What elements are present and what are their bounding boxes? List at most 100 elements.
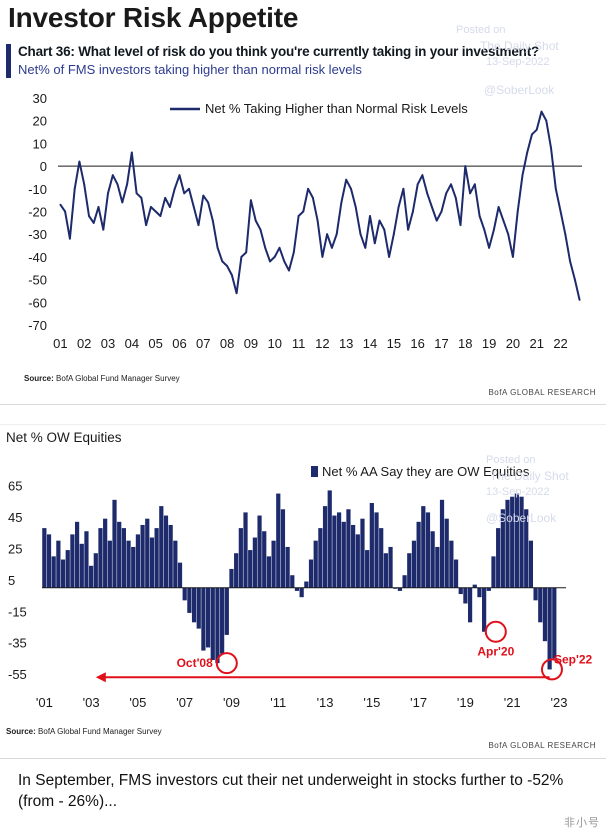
watermark-date: 13-Sep-2022 [486,56,550,68]
chart2-bar [224,587,229,635]
chart1-point [454,196,457,199]
chart1-point [345,178,348,181]
chart2-source-label: Source: [6,727,36,736]
chart2-bar [210,587,215,661]
chart2-bar [510,496,515,588]
chart2-legend-label: Net % AA Say they are OW Equities [322,464,530,479]
chart1-title: Chart 36: What level of risk do you thin… [18,44,540,59]
watermark2-handle: @SoberLook [486,511,557,525]
chart2-bar [103,518,108,588]
chart2-y-tick-label: -55 [8,667,27,682]
chart2-bar [322,506,328,588]
chart2-annotation-label: Oct'08 [177,656,214,670]
chart1-y-tick-label: -10 [28,182,47,197]
chart1-point [407,228,410,231]
chart2-y-tick-label: 5 [8,573,15,588]
chart1-x-tick-label: 14 [363,336,377,351]
chart1-point [354,206,357,208]
chart1-point [497,206,500,208]
chart1-point [288,269,290,272]
chart1-point [245,251,248,254]
chart2-bar [163,515,169,588]
chart2-bar [220,587,225,654]
chart1-y-tick-label: 30 [33,91,47,106]
chart2-bar [191,587,197,623]
chart1-point [550,147,552,149]
chart1-point [402,187,405,190]
chart1-point [340,201,343,204]
chart1-point [221,260,224,263]
chart1-point [269,260,271,263]
chart1-point [202,194,205,197]
chart1-x-tick-label: 09 [244,336,258,351]
chart2-bar [341,521,346,588]
chart2-bar [60,559,66,588]
chart2-bar [98,528,103,588]
chart2-bar [379,528,384,588]
chart2-bar [491,556,496,588]
chart1-point [388,256,390,258]
chart1-point [226,265,229,267]
chart2-x-axis: '01 '03 '05 '07 '09 '11 '13 '15 '17 '19 '21 '23 [36,695,568,710]
chart2-bar [65,550,70,588]
chart1-x-tick-label: 16 [410,336,424,351]
chart1-point [188,187,190,190]
chart1-point [316,219,319,222]
chart1-x-tick-label: 13 [339,336,353,351]
chart1-point [421,174,424,177]
chart1-point [211,219,214,222]
chart2-bar [505,499,510,588]
chart1-point [483,228,486,231]
chart2-bar [351,524,356,588]
caption-divider [0,758,606,759]
chart1-point [450,183,452,186]
chart1-point [392,233,395,236]
chart2-bar [280,509,286,588]
chart1-point [140,196,143,199]
chart2-bar [238,528,243,588]
chart2-y-tick-label: 25 [8,542,22,557]
chart2-bar [533,587,538,601]
chart2-annotation-label: Apr'20 [477,645,514,659]
chart1-point [173,187,176,190]
chart2-x-tick-label: '23 [551,695,568,710]
chart1-x-tick-label: 22 [553,336,567,351]
chart1-point [531,133,533,136]
chart1-point [559,210,562,213]
chart1-x-axis: 01 02 03 04 05 06 07 08 09 10 11 12 13 14 15 16 17 18 19 20… [53,336,568,351]
watermark-logo: 非小号 [564,817,600,829]
chart2-y-axis: 65 45 25 5 -15 -35 -55 [8,479,27,682]
chart2-bar [70,534,75,588]
chart1-point [492,228,495,231]
chart1-point [350,187,352,190]
chart2-arrow-head [95,672,106,683]
chart2-bar [318,528,323,588]
chart1-point [540,110,543,113]
chart2-bar [51,556,56,588]
chart2-y-tick-label: -15 [8,604,27,619]
chart2-bar [262,531,267,588]
panel-divider-2 [0,424,606,425]
chart2-bar [411,540,417,588]
chart1-point [73,187,76,190]
chart1-brand: BofA GLOBAL RESEARCH [488,388,596,397]
chart2-bar [271,540,276,588]
chart2-bar [327,490,332,588]
chart2-bar [336,512,342,588]
chart2-bar [145,518,150,588]
chart1-point [183,192,186,195]
chart1-point [521,174,524,177]
chart2-legend-swatch [311,466,318,477]
chart2-bar [257,515,262,588]
chart1-point [335,233,338,236]
chart2-bar [421,506,426,588]
chart2-bar [215,587,220,664]
chart1-series-line [59,110,581,301]
chart2-bar [439,499,445,588]
chart1-point [69,237,71,240]
chart2-legend: Net % AA Say they are OW Equities [311,464,530,479]
panel-divider [0,404,606,405]
chart1-x-tick-label: 12 [315,336,329,351]
chart2-bar [140,524,145,588]
chart2-bar [308,559,314,588]
